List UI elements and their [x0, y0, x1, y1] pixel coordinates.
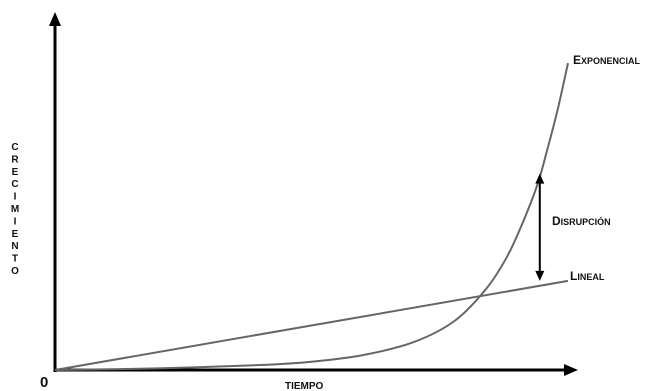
disrupcion-arrowhead-down [535, 270, 545, 281]
annotation-label-disrupcion: DISRUPCIÓN [552, 214, 611, 228]
origin-label: 0 [40, 374, 48, 391]
series-label-exponencial: EXPONENCIAL [573, 53, 641, 67]
series-line-exponencial [54, 62, 569, 371]
disrupcion-arrowhead-up [535, 173, 545, 184]
series-line-lineal [54, 279, 569, 371]
series-label-lineal: LINEAL [570, 269, 605, 283]
x-axis-arrowhead [564, 364, 578, 376]
series-layer [54, 62, 569, 371]
x-axis-label: TIEMPO [285, 381, 324, 391]
y-axis-arrowhead [49, 12, 61, 26]
